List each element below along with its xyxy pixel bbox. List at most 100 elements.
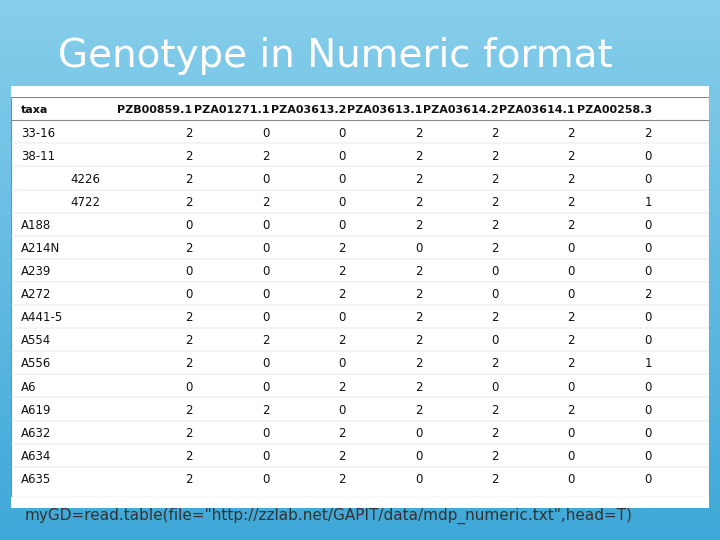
Text: 0: 0 — [644, 219, 652, 232]
Text: 33-16: 33-16 — [22, 126, 55, 139]
Text: taxa: taxa — [22, 105, 49, 115]
Text: 0: 0 — [338, 357, 346, 370]
Text: 2: 2 — [261, 334, 269, 347]
Text: 2: 2 — [185, 334, 192, 347]
Text: 1: 1 — [644, 196, 652, 209]
Text: 0: 0 — [262, 381, 269, 394]
Text: 2: 2 — [492, 311, 499, 325]
Text: 0: 0 — [185, 219, 192, 232]
Text: 0: 0 — [262, 242, 269, 255]
Text: 0: 0 — [644, 311, 652, 325]
Text: 0: 0 — [644, 150, 652, 163]
Text: 2: 2 — [185, 196, 192, 209]
Text: 4226: 4226 — [70, 173, 100, 186]
Text: 2: 2 — [415, 219, 422, 232]
Text: 0: 0 — [185, 265, 192, 278]
Text: A554: A554 — [22, 334, 52, 347]
Text: 2: 2 — [415, 311, 422, 325]
Text: 0: 0 — [644, 334, 652, 347]
Text: 0: 0 — [338, 219, 346, 232]
Text: 0: 0 — [644, 404, 652, 417]
Text: 2: 2 — [415, 126, 422, 139]
Text: 0: 0 — [338, 126, 346, 139]
Text: 2: 2 — [492, 150, 499, 163]
Text: 0: 0 — [262, 265, 269, 278]
Text: 0: 0 — [415, 242, 422, 255]
Text: 2: 2 — [185, 357, 192, 370]
Text: A272: A272 — [22, 288, 52, 301]
Text: PZA01271.1: PZA01271.1 — [194, 105, 269, 115]
Text: 2: 2 — [261, 196, 269, 209]
Text: 4722: 4722 — [70, 196, 100, 209]
Text: 0: 0 — [568, 381, 575, 394]
Text: 2: 2 — [492, 173, 499, 186]
Text: 0: 0 — [568, 242, 575, 255]
Text: 2: 2 — [185, 173, 192, 186]
Text: 0: 0 — [644, 242, 652, 255]
Text: A635: A635 — [22, 473, 52, 486]
Text: 2: 2 — [338, 381, 346, 394]
Text: A441-5: A441-5 — [22, 311, 63, 325]
Text: PZA03614.1: PZA03614.1 — [500, 105, 575, 115]
Text: 0: 0 — [644, 427, 652, 440]
Text: 0: 0 — [644, 265, 652, 278]
Text: 0: 0 — [492, 288, 499, 301]
Text: PZA03613.1: PZA03613.1 — [347, 105, 422, 115]
Text: 2: 2 — [567, 311, 575, 325]
Text: 2: 2 — [492, 196, 499, 209]
Text: 2: 2 — [644, 126, 652, 139]
Text: A632: A632 — [22, 427, 52, 440]
Text: 0: 0 — [262, 126, 269, 139]
Text: A239: A239 — [22, 265, 52, 278]
Text: 2: 2 — [567, 219, 575, 232]
Text: 2: 2 — [185, 311, 192, 325]
Text: 0: 0 — [492, 265, 499, 278]
Text: 2: 2 — [338, 265, 346, 278]
Text: 0: 0 — [644, 450, 652, 463]
Text: 2: 2 — [185, 404, 192, 417]
Text: 2: 2 — [415, 265, 422, 278]
Text: 2: 2 — [338, 242, 346, 255]
Text: 0: 0 — [568, 265, 575, 278]
Text: 2: 2 — [415, 404, 422, 417]
Text: 2: 2 — [185, 427, 192, 440]
FancyBboxPatch shape — [11, 97, 709, 497]
Text: 2: 2 — [567, 196, 575, 209]
Text: 2: 2 — [415, 357, 422, 370]
Text: A214N: A214N — [22, 242, 60, 255]
Text: A634: A634 — [22, 450, 52, 463]
Text: PZA03614.2: PZA03614.2 — [423, 105, 499, 115]
Text: 2: 2 — [415, 381, 422, 394]
Text: 2: 2 — [415, 150, 422, 163]
Text: 2: 2 — [185, 473, 192, 486]
Text: A556: A556 — [22, 357, 52, 370]
Text: 0: 0 — [338, 150, 346, 163]
Text: 0: 0 — [338, 196, 346, 209]
Text: 2: 2 — [185, 126, 192, 139]
Text: 0: 0 — [262, 427, 269, 440]
Text: 2: 2 — [415, 173, 422, 186]
Text: 2: 2 — [492, 357, 499, 370]
Text: 0: 0 — [415, 473, 422, 486]
Text: 2: 2 — [644, 288, 652, 301]
Text: 2: 2 — [415, 334, 422, 347]
Text: 2: 2 — [261, 150, 269, 163]
Text: PZA00258.3: PZA00258.3 — [577, 105, 652, 115]
Text: 2: 2 — [185, 242, 192, 255]
Text: A188: A188 — [22, 219, 52, 232]
Text: 2: 2 — [261, 404, 269, 417]
Text: A619: A619 — [22, 404, 52, 417]
Text: 2: 2 — [185, 450, 192, 463]
Text: 0: 0 — [262, 311, 269, 325]
Text: PZA03613.2: PZA03613.2 — [271, 105, 346, 115]
Text: Genotype in Numeric format: Genotype in Numeric format — [58, 37, 612, 76]
Text: myGD=read.table(file="http://zzlab.net/GAPIT/data/mdp_numeric.txt",head=T): myGD=read.table(file="http://zzlab.net/G… — [24, 508, 633, 524]
Text: 0: 0 — [415, 427, 422, 440]
Text: 1: 1 — [644, 357, 652, 370]
Text: 0: 0 — [644, 473, 652, 486]
Text: 0: 0 — [568, 288, 575, 301]
Text: 2: 2 — [492, 404, 499, 417]
Text: 2: 2 — [338, 427, 346, 440]
Text: 0: 0 — [262, 450, 269, 463]
Text: 2: 2 — [492, 242, 499, 255]
